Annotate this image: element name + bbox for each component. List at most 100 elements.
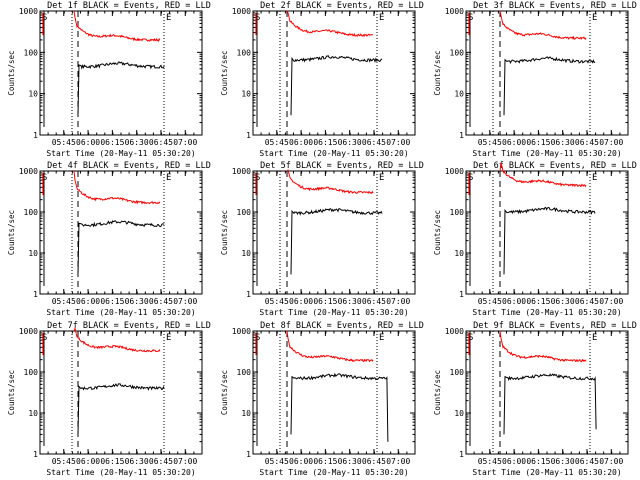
events-series-line [503, 206, 596, 275]
x-tick-label: 06:30 [125, 138, 149, 147]
y-tick-label: 1 [246, 131, 251, 140]
y-tick-label: 1000 [232, 167, 251, 176]
x-tick-label: 06:45 [362, 297, 386, 306]
events-series-line [77, 61, 165, 116]
y-tick-label: 100 [237, 48, 252, 57]
y-tick-label: 1000 [232, 327, 251, 336]
x-tick-label: 06:00 [289, 138, 313, 147]
y-tick-label: 1000 [19, 327, 38, 336]
x-tick-label: 07:00 [386, 297, 410, 306]
end-marker-label: E [166, 173, 171, 183]
x-tick-label: 07:00 [599, 297, 623, 306]
events-series-line [290, 208, 383, 275]
y-tick-label: 10 [454, 90, 464, 99]
x-tick-label: 06:30 [338, 457, 362, 466]
x-tick-label: 07:00 [173, 138, 197, 147]
x-tick-label: 06:15 [100, 457, 124, 466]
panel-title: Det 5f BLACK = Events, RED = LLD [260, 161, 424, 171]
x-tick-label: 05:45 [478, 138, 502, 147]
y-tick-label: 1 [33, 290, 38, 299]
end-marker-label: E [166, 13, 171, 23]
y-axis-label: Counts/sec [7, 370, 16, 415]
end-marker-label: E [379, 13, 384, 23]
start-marker-label: S [42, 13, 47, 23]
panel-8: Det 8f BLACK = Events, RED = LLD 1 10 100 10… [220, 321, 424, 477]
y-tick-label: 10 [454, 249, 464, 258]
x-tick-label: 06:00 [289, 457, 313, 466]
x-tick-label: 06:00 [502, 457, 526, 466]
x-tick-label: 06:45 [362, 138, 386, 147]
lld-series-line [286, 330, 374, 363]
lld-series-line [73, 326, 161, 353]
y-tick-label: 100 [450, 208, 465, 217]
start-marker-label: S [468, 173, 473, 183]
y-tick-label: 1000 [445, 327, 464, 336]
x-tick-label: 06:15 [313, 457, 337, 466]
x-tick-label: 06:15 [526, 457, 550, 466]
x-tick-label: 06:30 [338, 297, 362, 306]
x-axis-label: Start Time (20-May-11 05:30:20) [46, 308, 195, 317]
y-tick-label: 100 [24, 48, 39, 57]
start-marker-label: S [42, 333, 47, 343]
y-tick-label: 10 [454, 409, 464, 418]
y-tick-label: 1000 [445, 167, 464, 176]
y-axis-label: Counts/sec [7, 210, 16, 255]
x-tick-label: 06:45 [149, 138, 173, 147]
lld-series-line [499, 162, 587, 188]
x-tick-label: 06:30 [551, 138, 575, 147]
y-tick-label: 10 [28, 409, 38, 418]
x-tick-label: 06:15 [526, 297, 550, 306]
x-tick-label: 05:45 [265, 457, 289, 466]
panel-1: Det 1f BLACK = Events, RED = LLD 1 10 100 10… [7, 1, 211, 158]
end-marker-label: E [592, 333, 597, 343]
x-tick-label: 06:00 [76, 138, 100, 147]
y-tick-label: 1000 [232, 7, 251, 16]
y-tick-label: 10 [241, 409, 251, 418]
lld-series-line [73, 170, 161, 205]
x-tick-label: 06:30 [125, 297, 149, 306]
y-tick-label: 10 [28, 249, 38, 258]
x-axis-label: Start Time (20-May-11 05:30:20) [46, 468, 195, 477]
lld-series-line [499, 10, 587, 41]
events-series-line [503, 56, 596, 116]
start-marker-label: S [255, 173, 260, 183]
x-tick-label: 06:00 [502, 297, 526, 306]
end-marker-label: E [379, 333, 384, 343]
x-tick-label: 06:30 [338, 138, 362, 147]
panel-3: Det 3f BLACK = Events, RED = LLD 1 10 100 10… [433, 1, 637, 158]
x-axis-label: Start Time (20-May-11 05:30:20) [472, 149, 621, 158]
y-tick-label: 100 [450, 48, 465, 57]
x-tick-label: 06:15 [526, 138, 550, 147]
events-series-line [77, 383, 165, 435]
x-tick-label: 07:00 [173, 457, 197, 466]
x-tick-label: 06:15 [100, 297, 124, 306]
y-tick-label: 1 [459, 290, 464, 299]
start-marker-label: S [255, 13, 260, 23]
end-marker-label: E [592, 13, 597, 23]
panel-9: Det 9f BLACK = Events, RED = LLD 1 10 100 10… [433, 321, 637, 477]
panel-title: Det 3f BLACK = Events, RED = LLD [473, 1, 637, 11]
x-axis-label: Start Time (20-May-11 05:30:20) [472, 308, 621, 317]
y-tick-label: 1 [459, 450, 464, 459]
y-tick-label: 10 [241, 90, 251, 99]
end-marker-label: E [166, 333, 171, 343]
x-tick-label: 06:45 [149, 297, 173, 306]
lld-series-line [499, 330, 587, 363]
panel-7: Det 7f BLACK = Events, RED = LLD 1 10 100 10… [7, 321, 211, 477]
x-tick-label: 06:45 [575, 457, 599, 466]
y-tick-label: 10 [28, 90, 38, 99]
y-axis-label: Counts/sec [220, 210, 229, 255]
x-tick-label: 06:45 [575, 297, 599, 306]
x-tick-label: 05:45 [52, 297, 76, 306]
start-marker-label: S [468, 333, 473, 343]
y-tick-label: 1 [246, 450, 251, 459]
x-axis-label: Start Time (20-May-11 05:30:20) [259, 468, 408, 477]
x-axis-label: Start Time (20-May-11 05:30:20) [472, 468, 621, 477]
y-tick-label: 1000 [19, 7, 38, 16]
panel-6: Det 6f BLACK = Events, RED = LLD 1 10 100 10… [433, 161, 637, 317]
x-tick-label: 06:30 [551, 457, 575, 466]
x-tick-label: 06:00 [289, 297, 313, 306]
x-tick-label: 05:45 [52, 138, 76, 147]
start-marker-label: S [42, 173, 47, 183]
